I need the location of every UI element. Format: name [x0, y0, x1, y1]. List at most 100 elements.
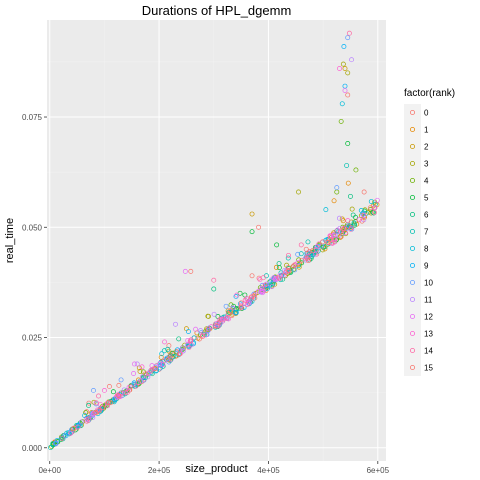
- data-point: [148, 367, 154, 373]
- legend-label: 12: [424, 313, 433, 322]
- data-point: [225, 311, 231, 317]
- legend-label: 0: [424, 109, 429, 118]
- data-point: [336, 215, 342, 221]
- data-point: [139, 374, 145, 380]
- legend-label: 7: [424, 228, 429, 237]
- legend-marker: [409, 160, 415, 166]
- data-point: [286, 252, 291, 258]
- data-point: [211, 277, 217, 283]
- data-point: [360, 210, 366, 216]
- data-point: [142, 371, 148, 377]
- data-point: [173, 321, 178, 327]
- data-point: [145, 370, 151, 376]
- legend-key-box: [404, 257, 421, 274]
- data-point: [116, 393, 122, 399]
- data-point: [206, 313, 211, 319]
- legend-key-box: [404, 274, 421, 291]
- legend-key-box: [404, 189, 421, 206]
- y-tick-label: 0.025: [22, 334, 43, 343]
- legend-key-box: [404, 104, 421, 121]
- data-point: [342, 88, 348, 94]
- data-point: [343, 230, 349, 236]
- data-point: [371, 210, 377, 216]
- grid-layer: [47, 20, 386, 461]
- legend-label: 3: [424, 160, 429, 169]
- data-point: [95, 407, 101, 413]
- data-point: [101, 387, 107, 393]
- legend-label: 13: [424, 330, 433, 339]
- data-point: [170, 350, 176, 356]
- data-point: [345, 92, 351, 98]
- data-point: [299, 257, 305, 263]
- data-point: [200, 333, 206, 339]
- data-point: [68, 430, 74, 436]
- data-point: [214, 320, 220, 326]
- legend-marker: [409, 279, 415, 285]
- legend-marker: [409, 177, 415, 183]
- data-point: [285, 255, 291, 261]
- data-point: [339, 216, 345, 222]
- data-point: [298, 242, 304, 248]
- data-point: [238, 304, 244, 310]
- data-point: [325, 240, 331, 246]
- data-point: [341, 44, 347, 49]
- data-point: [157, 361, 163, 367]
- legend-key-box: [404, 138, 421, 155]
- data-point: [62, 433, 68, 439]
- data-point: [296, 189, 301, 195]
- data-point: [249, 273, 255, 279]
- data-point: [337, 66, 342, 71]
- data-point: [345, 35, 351, 41]
- legend-key-box: [404, 308, 421, 325]
- data-point: [105, 400, 111, 406]
- data-point: [75, 424, 81, 430]
- data-point: [186, 345, 192, 351]
- data-point: [185, 338, 191, 343]
- x-axis-title: size_product: [185, 463, 247, 475]
- data-point: [322, 244, 328, 250]
- data-point: [339, 101, 345, 107]
- data-point: [276, 276, 282, 282]
- data-point: [245, 300, 251, 306]
- data-point: [238, 302, 244, 308]
- data-point: [323, 207, 329, 213]
- data-point: [228, 310, 234, 316]
- data-point: [298, 251, 304, 257]
- legend-title: factor(rank): [404, 88, 455, 99]
- data-point: [137, 368, 143, 374]
- data-point: [149, 363, 155, 369]
- data-point: [279, 272, 285, 278]
- data-point: [48, 445, 54, 450]
- data-point: [334, 185, 340, 191]
- data-point: [59, 435, 65, 441]
- data-point: [248, 296, 253, 302]
- data-point: [224, 315, 230, 321]
- data-point: [203, 332, 209, 338]
- data-point: [256, 224, 262, 230]
- data-point: [86, 415, 91, 421]
- data-point: [353, 167, 359, 173]
- data-point: [145, 374, 151, 380]
- data-point: [105, 403, 111, 409]
- data-point: [65, 430, 71, 436]
- data-point: [244, 296, 250, 302]
- x-tick-label: 6e+05: [367, 466, 390, 475]
- data-point: [350, 212, 356, 218]
- data-point: [134, 361, 140, 367]
- data-point: [91, 387, 96, 393]
- data-point: [348, 225, 354, 231]
- data-point: [304, 255, 310, 261]
- data-point: [344, 163, 350, 168]
- data-point: [193, 326, 199, 332]
- legend-label: 1: [424, 126, 429, 135]
- data-point: [276, 261, 282, 266]
- axis-layer: 0e+00 2e+05 4e+05 6e+05 0.000 0.025 0.050 0.075: [22, 113, 390, 475]
- data-point: [216, 320, 222, 326]
- data-point: [244, 302, 250, 307]
- data-point: [351, 220, 357, 226]
- data-point: [229, 313, 235, 319]
- data-point: [296, 257, 302, 263]
- legend-key-box: [404, 121, 421, 138]
- legend-marker: [409, 110, 415, 116]
- y-tick-label: 0.050: [22, 223, 43, 232]
